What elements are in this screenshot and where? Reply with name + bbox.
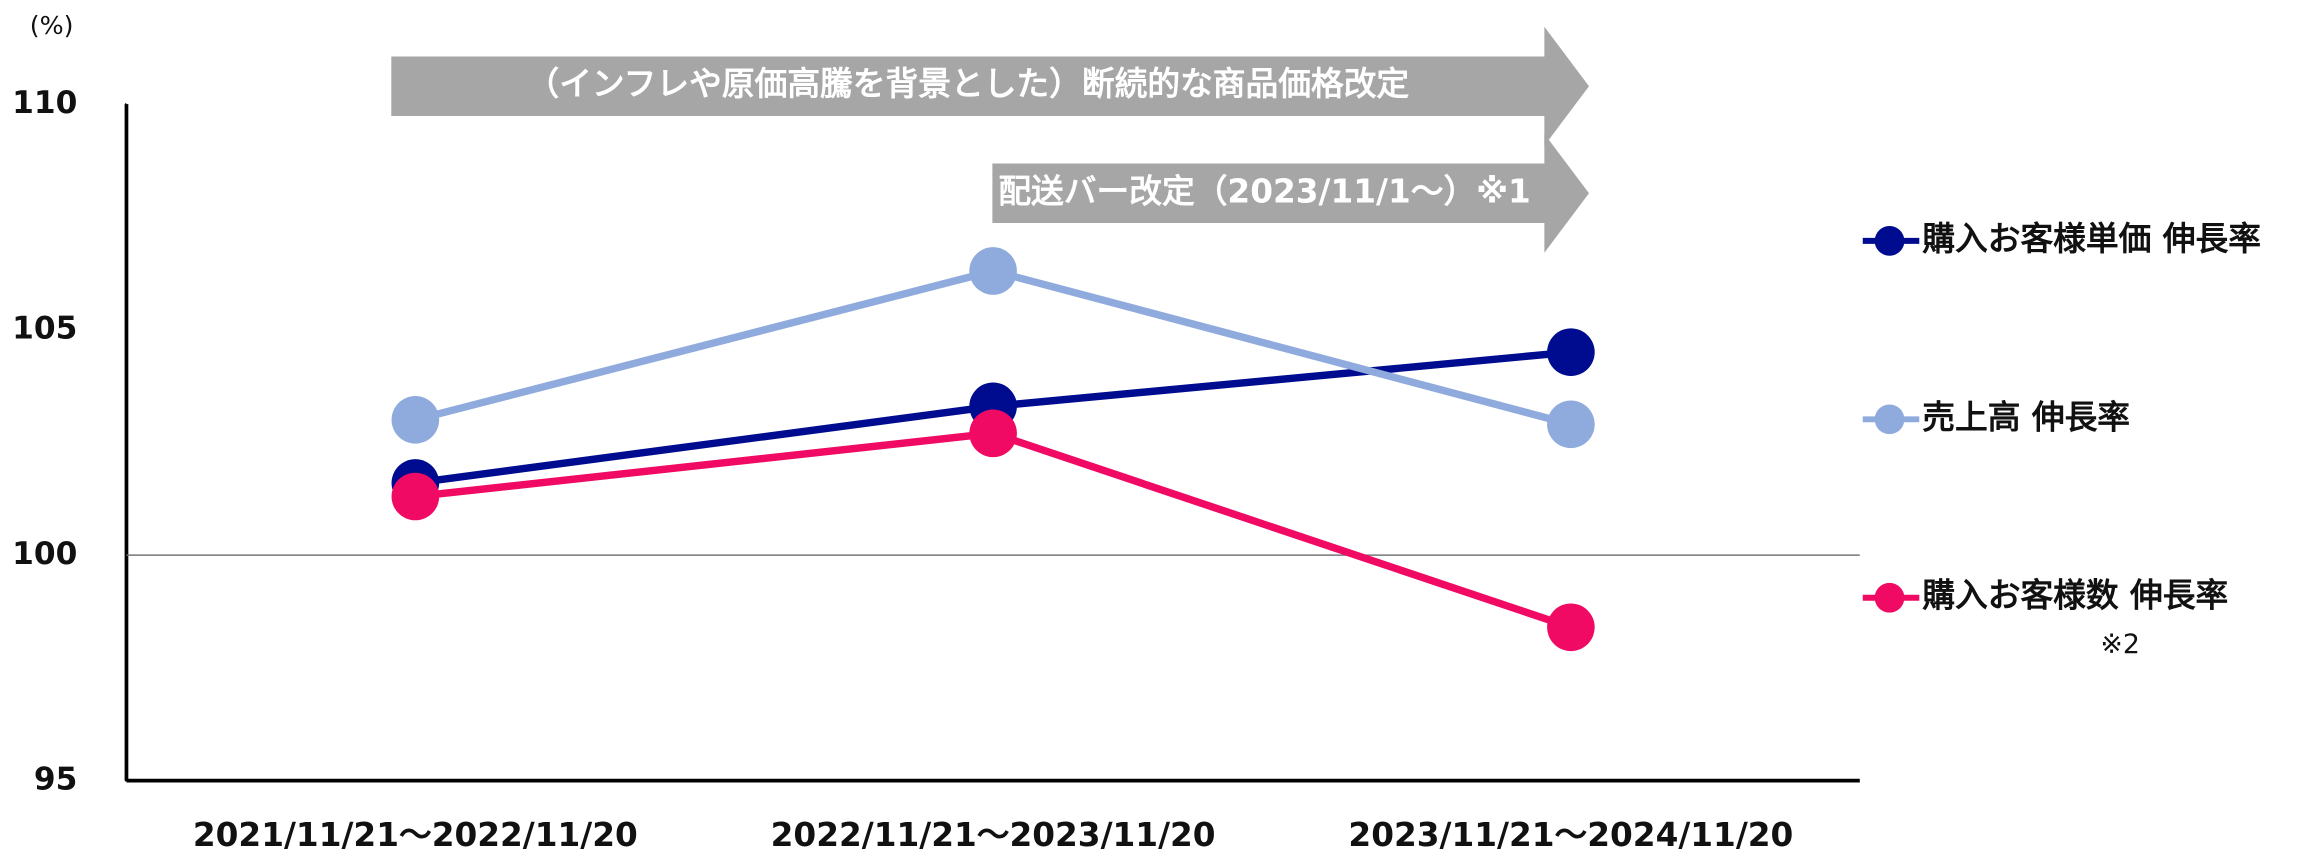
legend-marker (1874, 226, 1905, 256)
x-tick-label: 2021/11/21～2022/11/20 (193, 816, 638, 852)
data-point (969, 247, 1017, 295)
annotation-arrow (992, 133, 1589, 253)
y-tick-label: 105 (12, 311, 77, 347)
x-tick-label: 2022/11/21～2023/11/20 (771, 816, 1216, 852)
data-point (1547, 603, 1595, 652)
y-tick-label: 110 (12, 85, 77, 121)
x-tick-label: 2023/11/21～2024/11/20 (1348, 816, 1793, 852)
y-tick-label: 100 (12, 536, 77, 572)
data-point (1547, 400, 1595, 449)
data-point (391, 396, 440, 444)
legend-label: 購入お客様単価 伸長率 (1922, 220, 2261, 258)
annotation-text: 配送バー改定（2023/11/1～）※1 (998, 172, 1530, 210)
data-point (391, 472, 440, 521)
legend-label: 購入お客様数 伸長率 (1922, 577, 2228, 615)
data-point (1547, 328, 1595, 376)
annotation-arrow (391, 26, 1589, 146)
annotation-text: （インフレや原価高騰を背景とした）断続的な商品価格改定 (526, 65, 1409, 103)
legend-note: ※2 (2100, 629, 2139, 660)
data-point (969, 409, 1017, 458)
y-tick-label: 95 (34, 762, 77, 798)
unit-label: (%) (30, 11, 74, 40)
legend-marker (1874, 582, 1905, 613)
legend-marker (1874, 404, 1905, 435)
legend-label: 売上高 伸長率 (1922, 398, 2130, 436)
